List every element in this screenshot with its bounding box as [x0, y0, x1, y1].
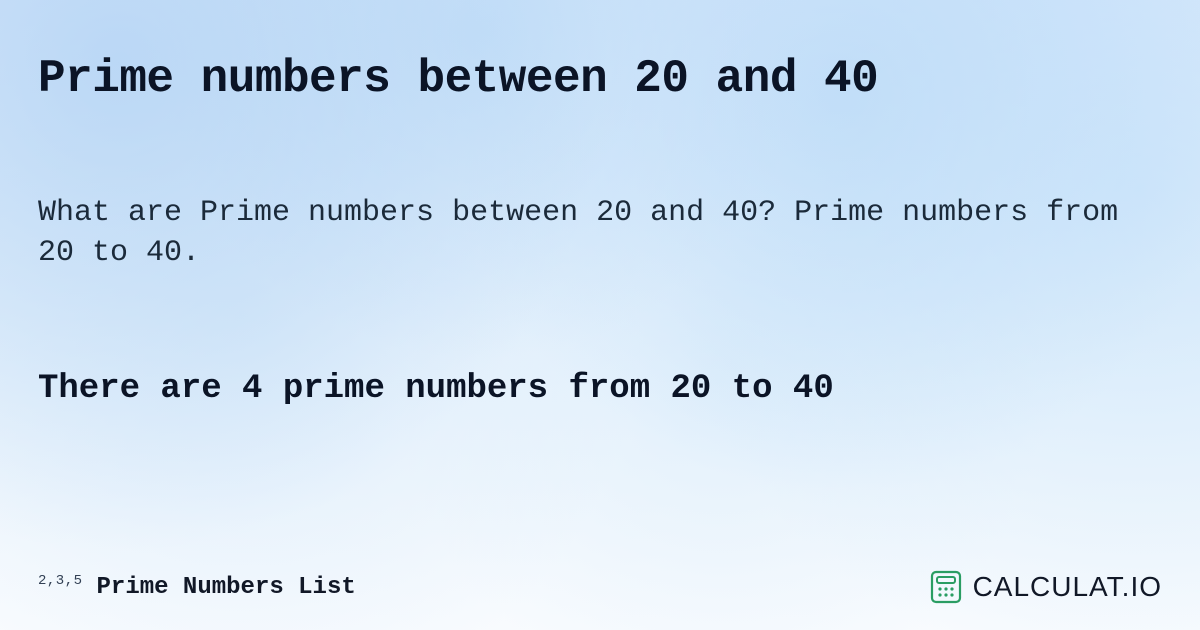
footer-mini-numbers: 2,3,5	[38, 573, 83, 589]
page-description: What are Prime numbers between 20 and 40…	[38, 193, 1138, 274]
footer-left: 2,3,5 Prime Numbers List	[38, 574, 356, 601]
result-text: There are 4 prime numbers from 20 to 40	[38, 370, 1162, 408]
footer-section-name: Prime Numbers List	[97, 574, 356, 601]
page-title: Prime numbers between 20 and 40	[38, 54, 1162, 105]
brand-text: CALCULAT.IO	[973, 571, 1162, 603]
calculator-icon	[929, 570, 963, 604]
footer: 2,3,5 Prime Numbers List CALCULAT.IO	[38, 570, 1162, 604]
brand: CALCULAT.IO	[929, 570, 1162, 604]
